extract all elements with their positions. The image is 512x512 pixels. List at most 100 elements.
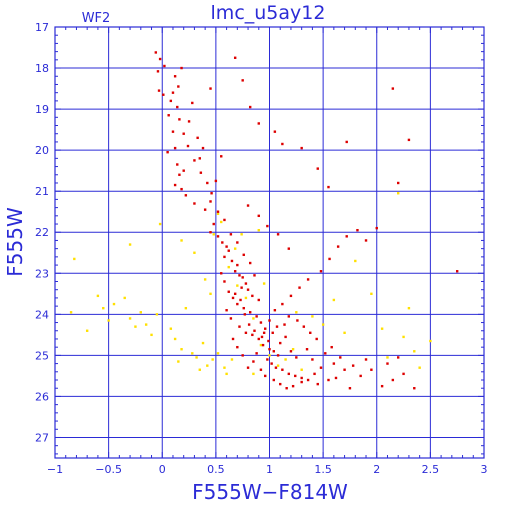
data-point xyxy=(233,292,237,296)
x-tick-label: 3 xyxy=(481,463,488,476)
data-point xyxy=(370,292,373,296)
data-point xyxy=(287,372,291,376)
data-point xyxy=(246,204,250,207)
data-point xyxy=(319,366,323,369)
data-point xyxy=(260,335,264,339)
data-point xyxy=(281,142,284,146)
data-point xyxy=(244,331,248,335)
data-point xyxy=(201,341,205,345)
data-point xyxy=(225,245,228,248)
data-point xyxy=(155,313,159,316)
data-point xyxy=(241,354,244,357)
data-point xyxy=(298,286,301,289)
data-point xyxy=(276,233,280,236)
data-point xyxy=(209,231,212,234)
data-point xyxy=(227,290,230,293)
data-point xyxy=(236,263,239,267)
data-point xyxy=(319,270,323,273)
data-point xyxy=(281,368,284,371)
data-point xyxy=(354,259,357,263)
y-tick-label: 22 xyxy=(35,226,49,239)
data-point xyxy=(291,384,295,388)
x-tick-label: 0 xyxy=(159,463,166,476)
data-point xyxy=(270,362,273,365)
data-point xyxy=(191,352,194,355)
data-point xyxy=(257,228,260,232)
data-point xyxy=(178,173,181,176)
data-point xyxy=(180,187,183,191)
data-point xyxy=(156,70,160,73)
data-point xyxy=(413,387,416,390)
data-point xyxy=(266,358,269,361)
data-point xyxy=(402,335,405,339)
data-point xyxy=(407,138,411,142)
data-point xyxy=(173,146,177,150)
data-point xyxy=(407,306,411,310)
data-point xyxy=(220,220,223,224)
data-point xyxy=(248,311,252,314)
x-axis-label: F555W−F814W xyxy=(192,480,348,504)
data-point xyxy=(264,327,267,330)
data-point xyxy=(257,298,260,302)
data-point xyxy=(247,323,251,326)
data-point xyxy=(370,368,373,371)
data-point xyxy=(289,294,293,298)
data-point xyxy=(391,87,395,90)
tick-marks xyxy=(54,26,485,458)
data-point xyxy=(283,323,286,326)
data-point xyxy=(193,251,196,254)
data-point xyxy=(240,286,243,289)
data-point xyxy=(348,387,352,390)
data-point xyxy=(244,296,248,300)
data-point xyxy=(173,183,177,187)
data-points xyxy=(69,51,459,390)
data-point xyxy=(311,358,314,361)
data-point xyxy=(418,366,421,369)
data-point xyxy=(300,368,303,371)
data-point xyxy=(225,309,228,312)
y-tick-labels: 17 18 19 20 21 22 23 24 25 26 27 xyxy=(35,21,49,444)
data-point xyxy=(259,368,263,371)
data-point xyxy=(386,356,389,359)
data-point xyxy=(177,360,180,363)
data-point xyxy=(251,333,254,337)
data-point xyxy=(201,146,205,150)
data-point xyxy=(306,278,310,281)
data-point xyxy=(300,146,303,150)
data-point xyxy=(158,57,162,61)
data-point xyxy=(238,274,241,277)
data-point xyxy=(178,118,181,121)
y-tick-label: 19 xyxy=(35,103,49,116)
data-point xyxy=(386,362,389,365)
data-point xyxy=(284,358,287,361)
data-point xyxy=(166,150,169,154)
data-point xyxy=(182,169,185,172)
data-point xyxy=(158,222,162,226)
data-point xyxy=(267,339,270,343)
data-point xyxy=(332,362,336,365)
data-point xyxy=(186,144,190,148)
data-point xyxy=(279,382,282,386)
data-point xyxy=(171,130,175,133)
data-point xyxy=(229,233,233,236)
data-point xyxy=(276,364,280,367)
data-point xyxy=(272,350,275,353)
data-point xyxy=(196,136,199,140)
data-point xyxy=(209,87,212,90)
data-point xyxy=(306,378,310,382)
x-tick-labels: −1 −0.5 0 0.5 1 1.5 2 2.5 3 xyxy=(47,463,488,476)
data-point xyxy=(309,331,312,335)
data-point xyxy=(184,194,188,197)
y-tick-label: 18 xyxy=(35,62,49,75)
data-point xyxy=(154,51,158,54)
data-point xyxy=(195,356,198,359)
data-point xyxy=(216,235,220,238)
data-point xyxy=(246,366,250,369)
data-point xyxy=(216,212,220,215)
data-point xyxy=(259,343,263,347)
data-point xyxy=(85,329,89,332)
data-point xyxy=(255,352,258,355)
data-point xyxy=(203,278,207,281)
